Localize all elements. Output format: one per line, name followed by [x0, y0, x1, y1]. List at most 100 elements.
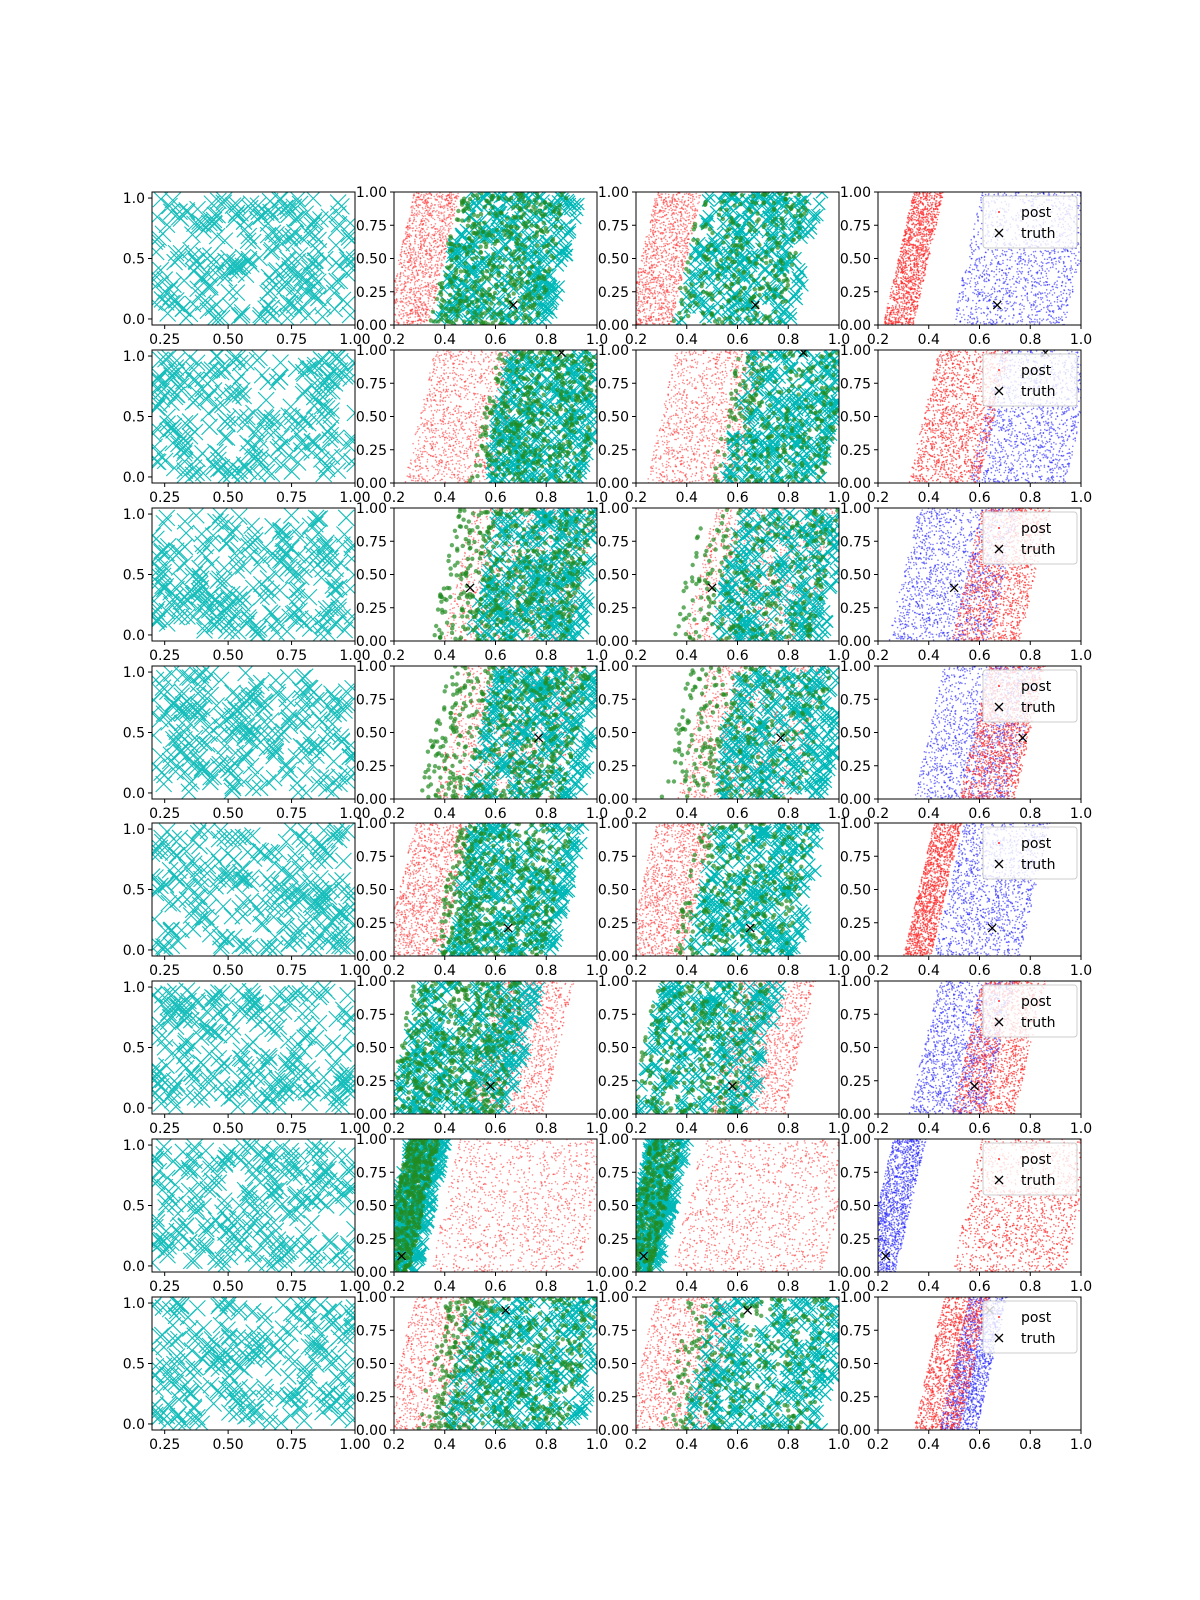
green-cloud-point — [519, 280, 524, 285]
red-cloud-point — [668, 273, 671, 276]
blue-cloud-point — [991, 263, 993, 265]
red-cloud-point — [662, 211, 664, 214]
red-cloud-point — [411, 261, 413, 263]
blue-cloud-point — [969, 264, 972, 266]
plot-area — [391, 192, 585, 325]
red-cloud-point — [396, 321, 398, 323]
grid-marker — [263, 206, 281, 224]
green-cloud-point — [507, 313, 512, 318]
red-cloud-point — [632, 313, 634, 315]
red-cloud-point — [664, 208, 666, 210]
red-cloud-point — [682, 267, 685, 269]
blue-cloud-point — [1048, 270, 1050, 272]
red-cloud-point — [403, 252, 406, 254]
grid-marker — [279, 198, 297, 216]
green-cloud-point — [784, 286, 789, 291]
red-cloud-point — [394, 301, 397, 303]
green-cloud-point — [716, 212, 722, 217]
red-cloud-point — [649, 267, 651, 270]
red-cloud-point — [402, 264, 405, 267]
grid-marker — [187, 252, 205, 270]
blue-cloud-point — [994, 296, 997, 299]
green-cloud-point — [701, 289, 706, 295]
red-cloud-point — [651, 226, 654, 229]
blue-cloud-point — [1047, 250, 1050, 253]
blue-cloud-point — [1063, 304, 1065, 306]
green-cloud-point — [462, 245, 467, 250]
red-cloud-point — [431, 285, 433, 288]
green-cloud-point — [719, 200, 724, 205]
red-cloud-point — [422, 308, 425, 310]
grid-marker — [291, 195, 309, 213]
red-cloud-point — [648, 248, 651, 250]
green-cloud-point — [783, 299, 789, 304]
red-cloud-point — [413, 282, 416, 284]
red-cloud-point — [433, 275, 436, 277]
red-cloud-point — [413, 249, 415, 252]
red-cloud-point — [677, 221, 679, 223]
red-cloud-point — [652, 231, 654, 233]
blue-cloud-point — [1020, 278, 1022, 280]
red-cloud-point — [653, 297, 655, 299]
red-cloud-point — [662, 250, 665, 252]
red-cloud-point — [670, 242, 673, 244]
red-cloud-point — [423, 302, 425, 304]
red-cloud-point — [671, 256, 673, 259]
green-cloud-point — [465, 310, 470, 315]
red-cloud-point — [419, 222, 422, 225]
red-cloud-point — [446, 225, 448, 227]
blue-cloud-point — [1059, 258, 1062, 260]
green-cloud-point — [780, 261, 785, 266]
red-cloud-point — [452, 214, 454, 216]
blue-cloud-point — [1001, 321, 1003, 323]
green-cloud-point — [761, 200, 767, 205]
red-cloud-point — [691, 205, 694, 208]
red-cloud-point — [662, 209, 665, 212]
green-cloud-point — [481, 322, 486, 325]
red-cloud-point — [421, 255, 424, 257]
red-cloud-point — [639, 288, 641, 290]
green-cloud-point — [698, 274, 703, 279]
red-cloud-point — [641, 271, 643, 274]
blue-cloud-point — [989, 321, 991, 324]
grid-marker — [205, 214, 223, 232]
red-cloud-point — [397, 287, 399, 289]
blue-cloud-point — [998, 285, 1000, 287]
blue-cloud-point — [970, 246, 973, 249]
blue-cloud-point — [973, 264, 976, 266]
green-cloud-point — [777, 319, 782, 325]
red-cloud-point — [409, 309, 412, 311]
red-cloud-point — [650, 220, 652, 222]
red-cloud-point — [446, 204, 449, 206]
green-cloud-point — [775, 245, 780, 250]
red-cloud-point — [430, 255, 432, 257]
red-cloud-point — [668, 242, 671, 245]
red-cloud-point — [425, 312, 428, 314]
red-cloud-point — [670, 253, 673, 256]
blue-cloud-point — [1016, 251, 1019, 254]
panel-r0-c2: 0.2 0.4 0.6 0.8 1.00.000.250.500.751.00 — [598, 185, 850, 348]
red-cloud-point — [423, 219, 425, 222]
red-cloud-point — [676, 255, 678, 257]
green-cloud-point — [453, 296, 458, 301]
green-cloud-point — [455, 254, 460, 260]
red-cloud-point — [412, 205, 414, 207]
red-cloud-point — [433, 225, 436, 227]
red-cloud-point — [404, 312, 407, 314]
red-cloud-point — [679, 250, 681, 252]
red-cloud-point — [638, 296, 640, 299]
red-cloud-point — [392, 314, 394, 316]
green-cloud-point — [779, 290, 784, 295]
blue-cloud-point — [1019, 248, 1021, 251]
red-cloud-point — [670, 300, 673, 302]
blue-cloud-point — [982, 265, 984, 267]
red-cloud-point — [670, 308, 672, 311]
blue-cloud-point — [1024, 294, 1026, 297]
blue-cloud-point — [1006, 250, 1008, 253]
green-cloud-point — [472, 309, 477, 315]
red-cloud-point — [421, 214, 424, 217]
red-cloud-point — [432, 280, 435, 282]
red-cloud-point — [391, 294, 393, 296]
red-cloud-point — [437, 253, 440, 256]
red-cloud-point — [424, 273, 427, 276]
